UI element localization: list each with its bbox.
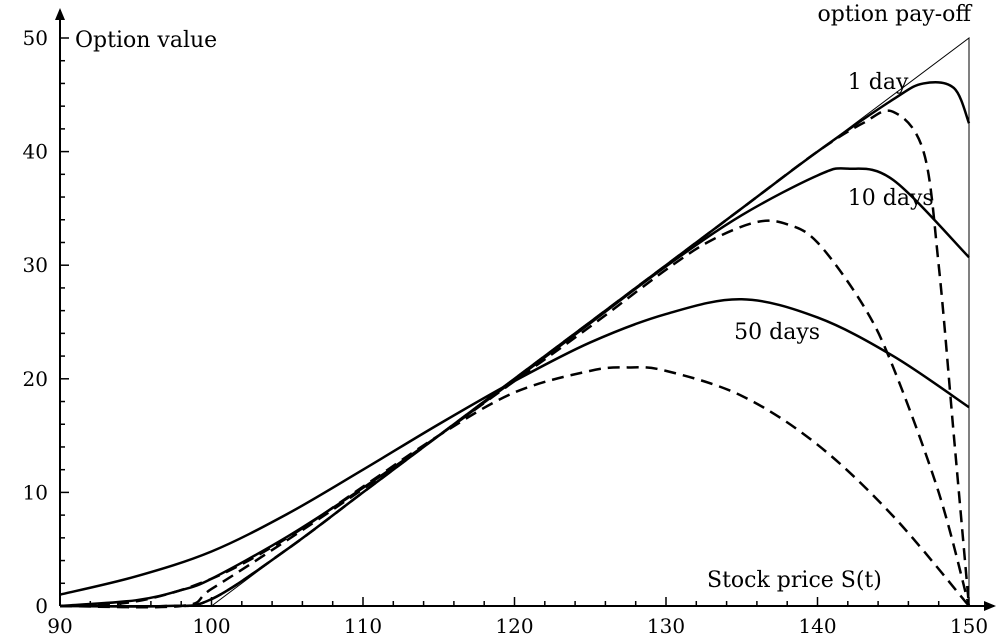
annotation-2: 1 day — [848, 70, 909, 95]
payoff-line — [60, 37, 970, 607]
series-line-4-dashed — [59, 109, 971, 608]
labels-layer: Option value Stock price S(t) — [75, 28, 882, 593]
series-line-5-dashed — [59, 219, 971, 609]
annotation-layer: option pay-off 1 day 10 days 50 days — [734, 2, 972, 345]
y-tick-label-40: 40 — [23, 140, 48, 164]
series-line-6-dashed — [59, 366, 970, 608]
series-layer — [59, 81, 971, 609]
annotation-4: 50 days — [734, 320, 820, 345]
y-tick-label-20: 20 — [23, 367, 48, 391]
x-tick-label-110: 110 — [344, 614, 382, 638]
y-axis-label: Option value — [75, 28, 217, 53]
y-tick-label-30: 30 — [23, 253, 48, 277]
y-tick-label-10: 10 — [23, 480, 48, 504]
x-tick-label-100: 100 — [192, 614, 230, 638]
x-tick-label-90: 90 — [47, 614, 72, 638]
x-tick-label-120: 120 — [495, 614, 533, 638]
y-tick-label-0: 0 — [35, 594, 48, 618]
payoff-layer — [60, 37, 970, 607]
series-line-1-solid — [59, 298, 970, 596]
series-line-3-solid — [59, 81, 971, 608]
x-tick-label-150: 150 — [950, 614, 988, 638]
annotation-3: 10 days — [848, 186, 934, 211]
x-axis-label: Stock price S(t) — [707, 568, 882, 593]
x-tick-label-140: 140 — [798, 614, 836, 638]
series-line-2-solid — [59, 167, 970, 608]
x-tick-label-130: 130 — [647, 614, 685, 638]
axes-layer: 90 100 110 120 130 140 150 0 10 20 30 40 50 — [23, 8, 996, 638]
y-tick-label-50: 50 — [23, 26, 48, 50]
annotation-1: option pay-off — [818, 2, 973, 27]
